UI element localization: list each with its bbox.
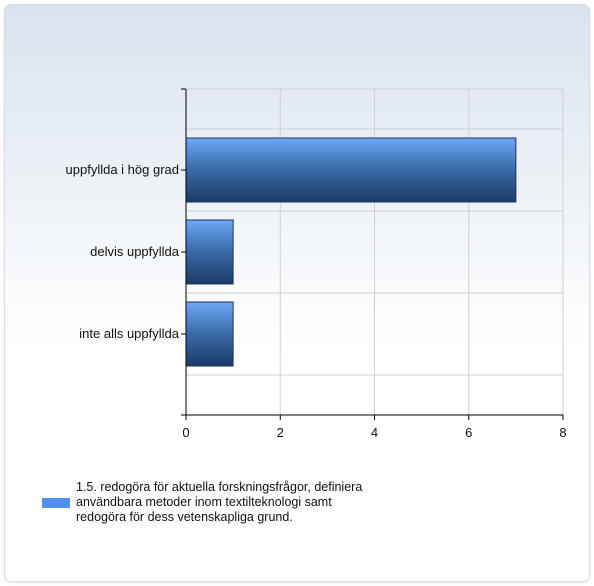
axes [181, 88, 564, 420]
bar [185, 219, 234, 285]
bar [185, 137, 517, 203]
bar [185, 301, 234, 367]
category-label: uppfyllda i hög grad [66, 162, 179, 177]
labels: 0 2 4 6 8 uppfyllda i hög grad delvis uppfylld… [66, 162, 567, 440]
x-tick-label: 2 [277, 425, 284, 440]
category-label: delvis uppfyllda [90, 244, 180, 259]
category-label: inte alls uppfyllda [79, 326, 179, 341]
x-tick-label: 8 [559, 425, 566, 440]
legend-swatch [42, 497, 70, 508]
bars [185, 137, 517, 367]
x-tick-label: 6 [465, 425, 472, 440]
x-tick-label: 4 [371, 425, 378, 440]
legend-label: 1.5. redogöra för aktuella forskningsfrå… [76, 480, 363, 524]
legend: 1.5. redogöra för aktuella forskningsfrå… [42, 480, 376, 525]
x-tick-label: 0 [182, 425, 189, 440]
